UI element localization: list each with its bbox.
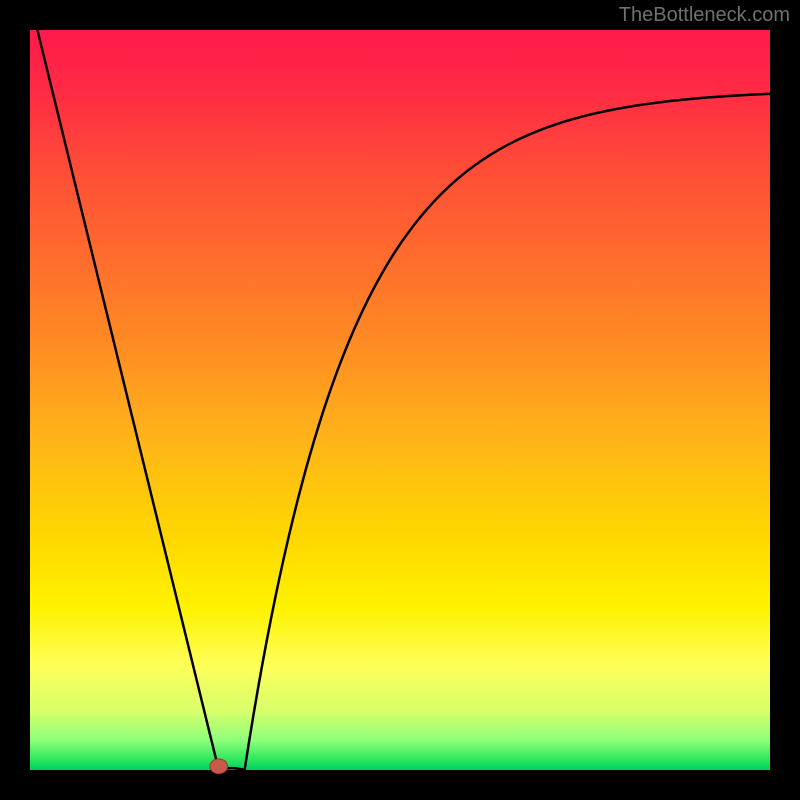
- plot-background: [30, 30, 770, 770]
- optimum-marker: [210, 759, 228, 774]
- bottleneck-plot: [0, 0, 800, 800]
- chart-frame: TheBottleneck.com: [0, 0, 800, 800]
